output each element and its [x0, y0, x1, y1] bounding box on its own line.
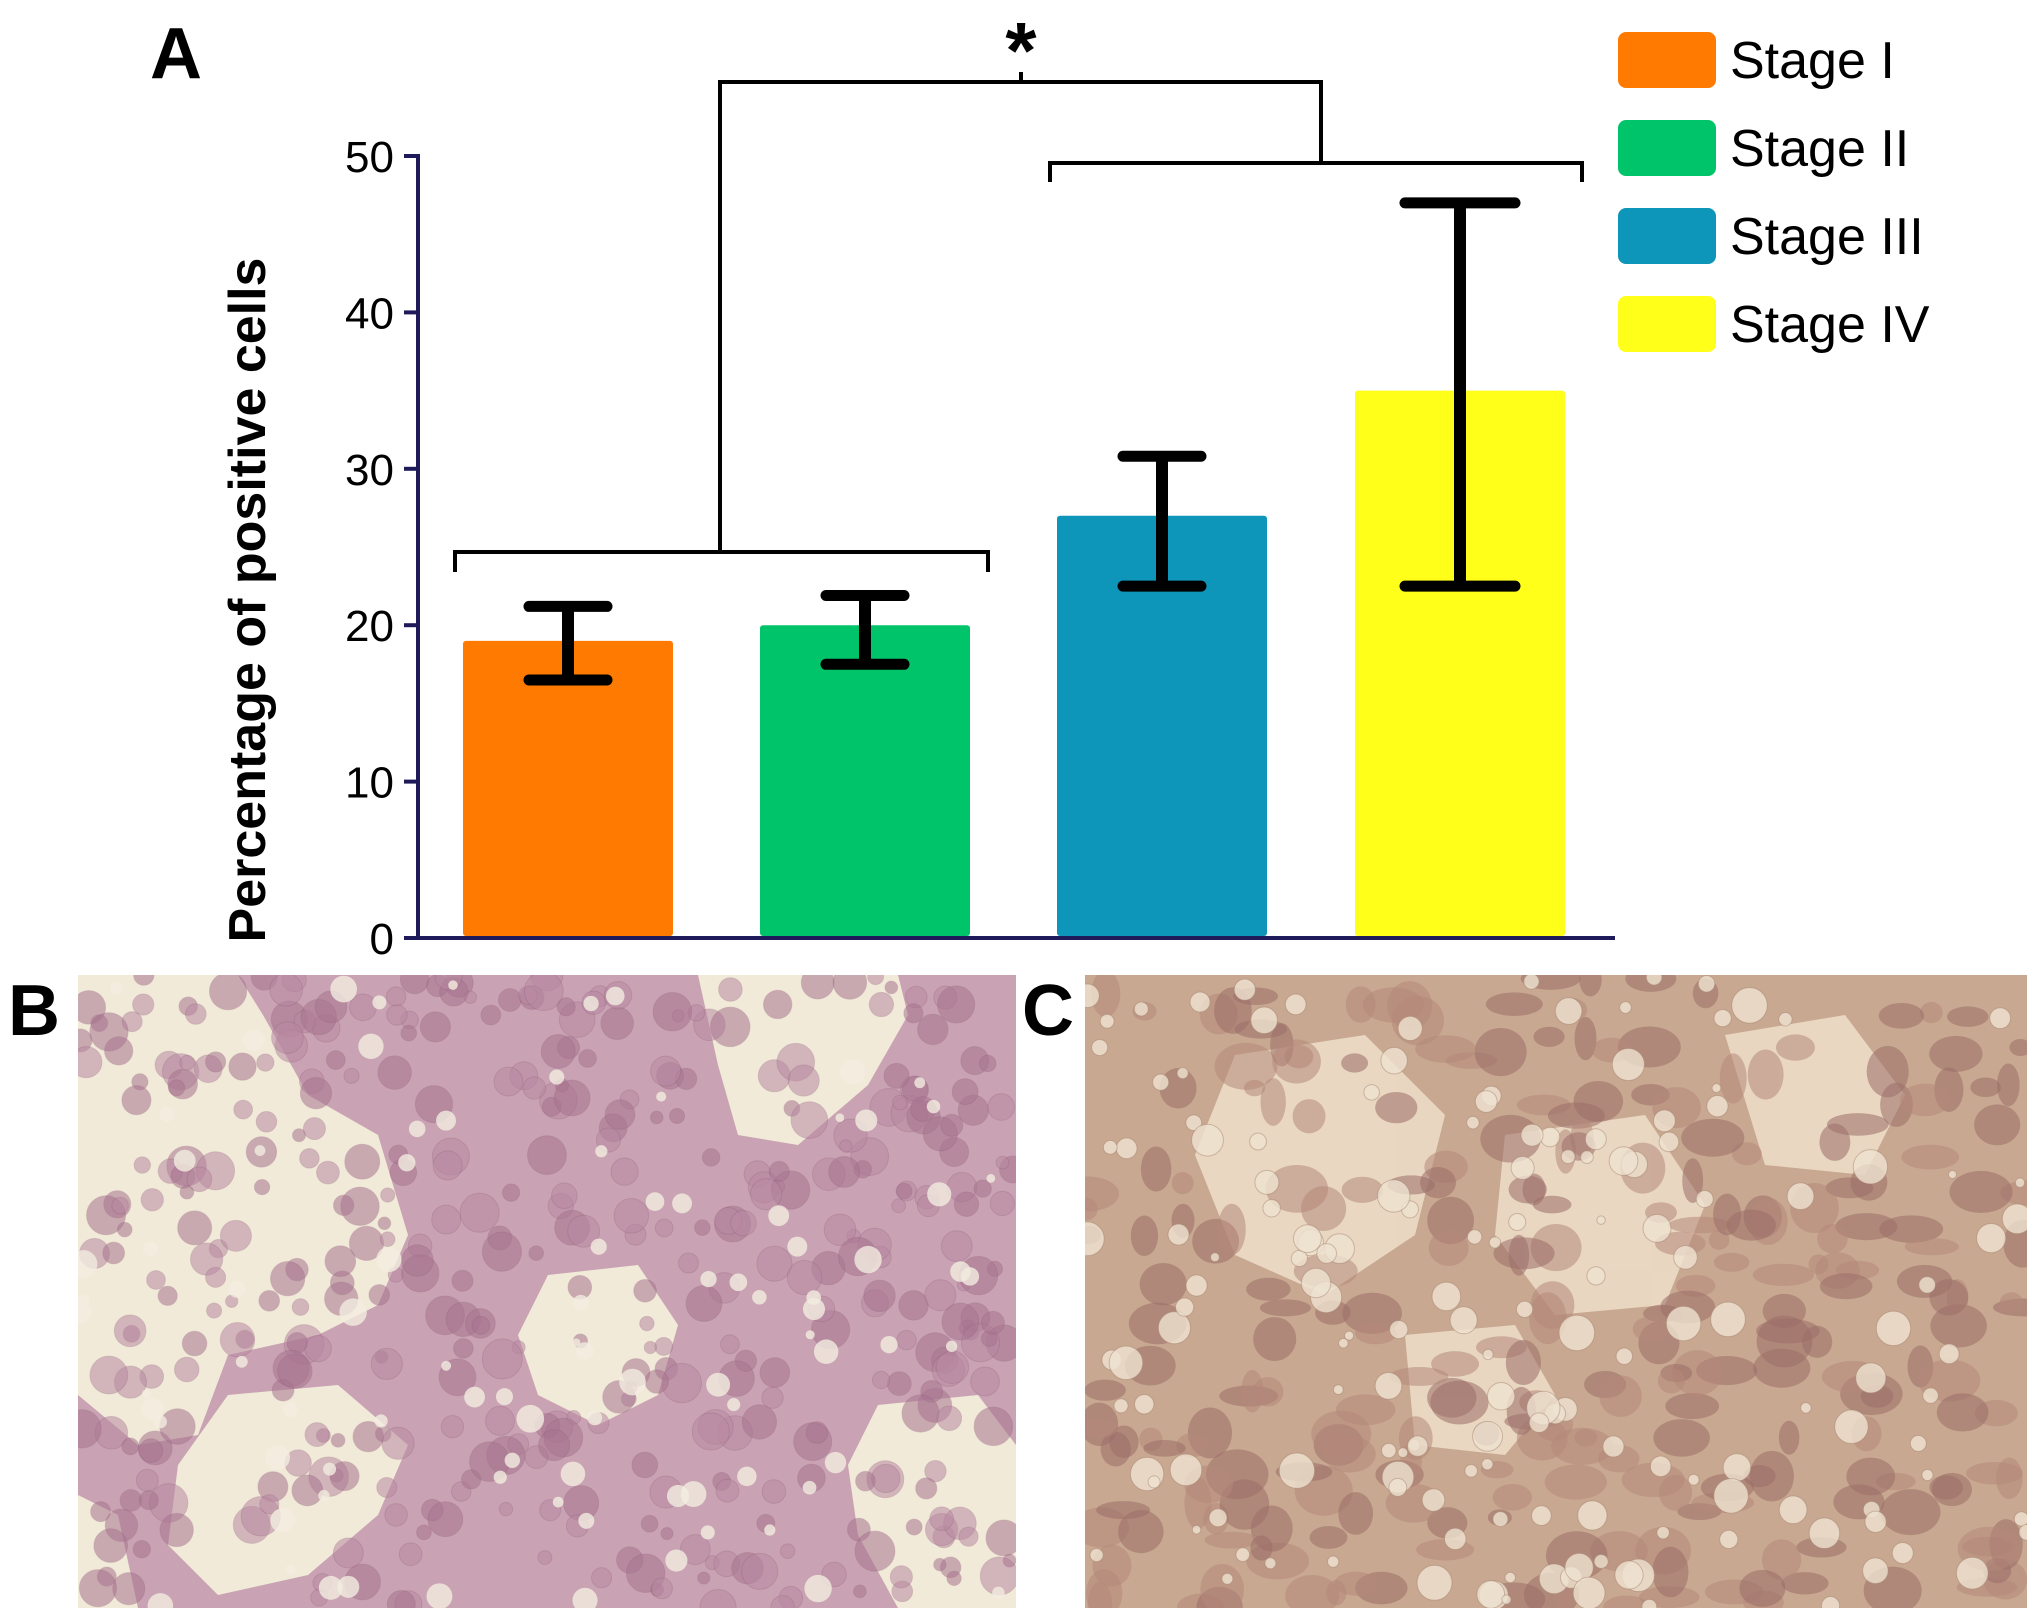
- bar: [1355, 390, 1565, 937]
- legend-swatch: [1618, 208, 1716, 264]
- bar: [1057, 515, 1267, 936]
- legend-label: Stage I: [1730, 32, 1895, 90]
- legend-label: Stage IV: [1730, 296, 1930, 354]
- micrograph-c: [1085, 975, 2027, 1608]
- bracket-stage-i-ii: [453, 550, 990, 572]
- legend-swatch: [1618, 296, 1716, 352]
- y-tick-label: 10: [345, 759, 394, 808]
- panel-label-a: A: [150, 14, 202, 94]
- legend-label: Stage II: [1730, 120, 1909, 178]
- panel-label-c: C: [1022, 971, 1074, 1051]
- y-tick-label: 30: [345, 446, 394, 495]
- legend-swatch: [1618, 120, 1716, 176]
- bar: [760, 625, 970, 936]
- panel-label-b: B: [8, 971, 60, 1051]
- bracket-comparison: [718, 80, 1323, 552]
- y-tick-label: 0: [370, 915, 394, 960]
- micrograph-b: [78, 975, 1016, 1608]
- y-tick-label: 40: [345, 289, 394, 338]
- bracket-stage-iii-iv: [1048, 161, 1584, 182]
- bar: [463, 640, 673, 936]
- bar-chart: Percentage of positive cells 0 10 20 30 40 50…: [219, 6, 1930, 960]
- significance-star: *: [1005, 6, 1037, 95]
- y-axis-label: Percentage of positive cells: [219, 258, 277, 943]
- y-tick-label: 50: [345, 133, 394, 182]
- y-tick-label: 20: [345, 602, 394, 651]
- legend-swatch: [1618, 32, 1716, 88]
- legend-label: Stage III: [1730, 208, 1924, 266]
